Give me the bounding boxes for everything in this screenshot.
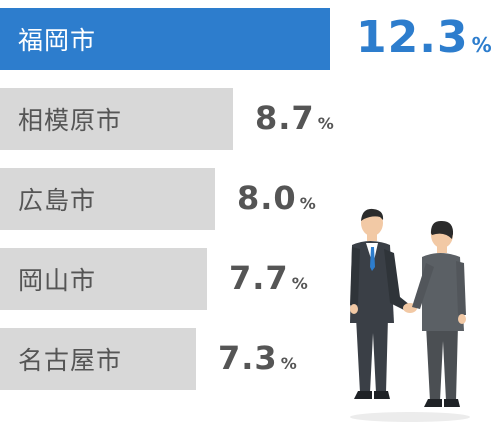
businessman-right-icon bbox=[412, 220, 466, 407]
data-label: 8.7% bbox=[255, 99, 334, 137]
data-label: 8.0% bbox=[237, 179, 316, 217]
data-label-value: 7.3 bbox=[218, 339, 278, 378]
data-label-unit: % bbox=[317, 114, 334, 134]
data-label-value: 7.7 bbox=[229, 259, 289, 298]
bar-1: 相模原市 bbox=[0, 88, 233, 150]
bar-label: 相模原市 bbox=[18, 106, 123, 135]
bar-0: 福岡市 bbox=[0, 8, 330, 70]
data-label-value: 8.7 bbox=[255, 99, 315, 138]
bar-label: 岡山市 bbox=[18, 266, 97, 295]
bar-3: 岡山市 bbox=[0, 248, 207, 310]
bar-4: 名古屋市 bbox=[0, 328, 196, 390]
data-label-unit: % bbox=[299, 194, 316, 214]
data-label: 12.3% bbox=[356, 12, 492, 63]
bar-label: 名古屋市 bbox=[18, 346, 123, 375]
data-label-unit: % bbox=[291, 274, 308, 294]
bar-label: 福岡市 bbox=[18, 26, 97, 55]
businessman-left-icon bbox=[350, 208, 410, 399]
bar-2: 広島市 bbox=[0, 168, 215, 230]
data-label-value: 12.3 bbox=[356, 11, 469, 63]
data-label: 7.7% bbox=[229, 259, 308, 297]
handshake-businessmen-icon bbox=[350, 208, 470, 422]
data-label-unit: % bbox=[471, 32, 492, 57]
data-label-value: 8.0 bbox=[237, 179, 297, 218]
bar-label: 広島市 bbox=[18, 186, 97, 215]
data-label: 7.3% bbox=[218, 339, 297, 377]
data-label-unit: % bbox=[280, 354, 297, 374]
